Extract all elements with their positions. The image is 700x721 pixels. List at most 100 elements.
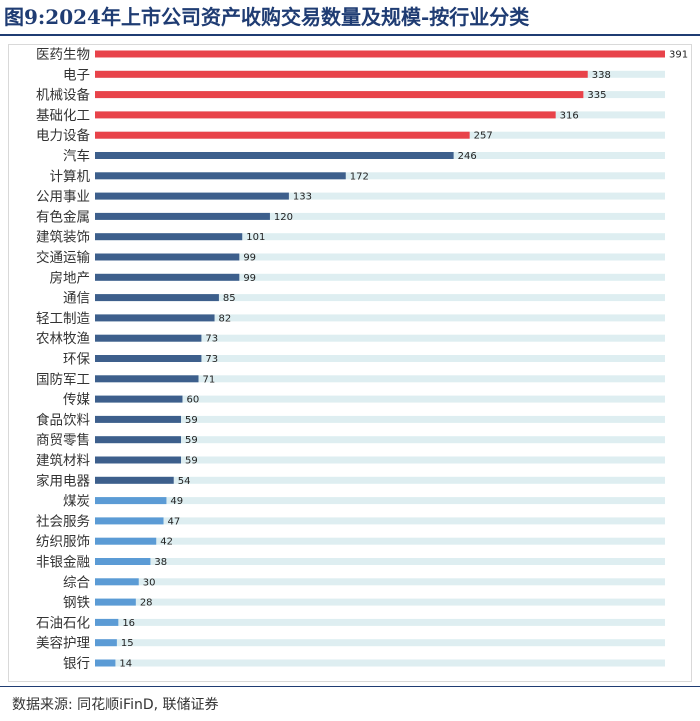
bar-8 — [95, 192, 289, 200]
bar-track — [95, 233, 665, 241]
category-label: 公用事业 — [36, 189, 90, 205]
category-label: 医药生物 — [36, 47, 90, 63]
value-label: 335 — [587, 90, 606, 101]
category-label: 非银金融 — [36, 555, 90, 571]
bar-29 — [95, 618, 119, 626]
category-label: 机械设备 — [36, 87, 90, 104]
category-label: 房地产 — [50, 270, 91, 286]
category-label: 基础化工 — [36, 107, 90, 124]
category-label: 石油石化 — [36, 615, 90, 631]
value-label: 42 — [160, 537, 173, 548]
bar-track — [95, 294, 665, 302]
value-label: 59 — [185, 456, 198, 467]
bar-track — [95, 334, 665, 342]
category-label: 农林牧渔 — [36, 331, 90, 347]
bar-15 — [95, 334, 202, 342]
bar-24 — [95, 517, 164, 525]
bar-track — [95, 618, 665, 626]
bar-25 — [95, 537, 157, 545]
category-label: 银行 — [63, 656, 90, 672]
bar-track — [95, 415, 665, 423]
value-label: 49 — [170, 496, 183, 507]
bar-track — [95, 273, 665, 281]
value-label: 47 — [168, 516, 181, 527]
value-label: 101 — [246, 232, 265, 243]
category-label: 通信 — [63, 291, 90, 307]
bar-16 — [95, 355, 202, 362]
category-label: 商贸零售 — [36, 433, 90, 449]
value-label: 172 — [350, 171, 369, 182]
value-label: 338 — [592, 70, 611, 81]
bar-track — [95, 172, 665, 180]
bar-19 — [95, 415, 182, 423]
value-label: 59 — [185, 415, 198, 426]
bar-28 — [95, 598, 136, 606]
bar-14 — [95, 314, 215, 322]
value-label: 28 — [140, 598, 153, 609]
category-label: 轻工制造 — [36, 311, 90, 327]
bar-track — [95, 395, 665, 403]
bar-track — [95, 578, 665, 586]
bar-12 — [95, 273, 240, 281]
bar-3 — [95, 91, 584, 99]
bar-2 — [95, 70, 588, 78]
bar-6 — [95, 152, 454, 159]
value-label: 316 — [560, 110, 579, 121]
bar-30 — [95, 639, 117, 647]
value-label: 246 — [458, 151, 477, 162]
category-label: 环保 — [63, 352, 90, 368]
category-label: 煤炭 — [63, 494, 90, 510]
bar-track — [95, 212, 665, 220]
value-label: 257 — [474, 131, 493, 142]
value-label: 82 — [219, 313, 232, 324]
bar-21 — [95, 456, 182, 464]
bar-track — [95, 537, 665, 545]
value-label: 120 — [274, 212, 293, 223]
plot-frame — [8, 44, 692, 682]
value-label: 85 — [223, 293, 236, 304]
bar-track — [95, 355, 665, 362]
category-label: 传媒 — [63, 392, 90, 408]
figure-title: 图9:2024年上市公司资产收购交易数量及规模-按行业分类 — [4, 5, 530, 29]
bar-track — [95, 476, 665, 484]
title-divider — [0, 34, 700, 36]
bar-23 — [95, 497, 167, 505]
category-label: 交通运输 — [36, 249, 90, 266]
bar-27 — [95, 578, 139, 586]
value-label: 73 — [205, 334, 218, 345]
bar-10 — [95, 233, 243, 241]
bar-track — [95, 456, 665, 464]
value-label: 391 — [669, 50, 688, 61]
category-label: 计算机 — [50, 169, 91, 185]
source-note: 数据来源: 同花顺iFinD, 联储证券 — [12, 697, 219, 713]
category-label: 建筑材料 — [36, 453, 90, 469]
category-label: 电子 — [63, 67, 90, 83]
category-label: 钢铁 — [63, 595, 90, 611]
category-label: 综合 — [63, 575, 90, 591]
bar-31 — [95, 659, 116, 667]
category-label: 电力设备 — [36, 127, 90, 144]
value-label: 99 — [243, 273, 256, 284]
category-label: 建筑装饰 — [36, 230, 90, 246]
category-label: 家用电器 — [36, 472, 90, 489]
category-label: 社会服务 — [36, 514, 90, 530]
value-label: 15 — [121, 638, 134, 649]
value-label: 16 — [122, 618, 135, 629]
bar-18 — [95, 395, 183, 403]
bar-11 — [95, 253, 240, 261]
bar-22 — [95, 476, 174, 484]
bar-7 — [95, 172, 346, 180]
bar-track — [95, 659, 665, 667]
value-label: 73 — [205, 354, 218, 365]
category-label: 美容护理 — [36, 635, 90, 652]
bar-1 — [95, 50, 665, 58]
bar-track — [95, 253, 665, 261]
category-label: 食品饮料 — [36, 411, 90, 428]
bar-track — [95, 558, 665, 565]
bar-chart: 医药生物 391 电子 338 机械设备 335 基础化工 316 电力设备 257 汽车 246 计算… — [36, 47, 688, 672]
bar-track — [95, 639, 665, 647]
bar-9 — [95, 212, 270, 220]
bar-5 — [95, 131, 470, 139]
category-label: 国防军工 — [36, 372, 90, 388]
bar-4 — [95, 111, 556, 119]
